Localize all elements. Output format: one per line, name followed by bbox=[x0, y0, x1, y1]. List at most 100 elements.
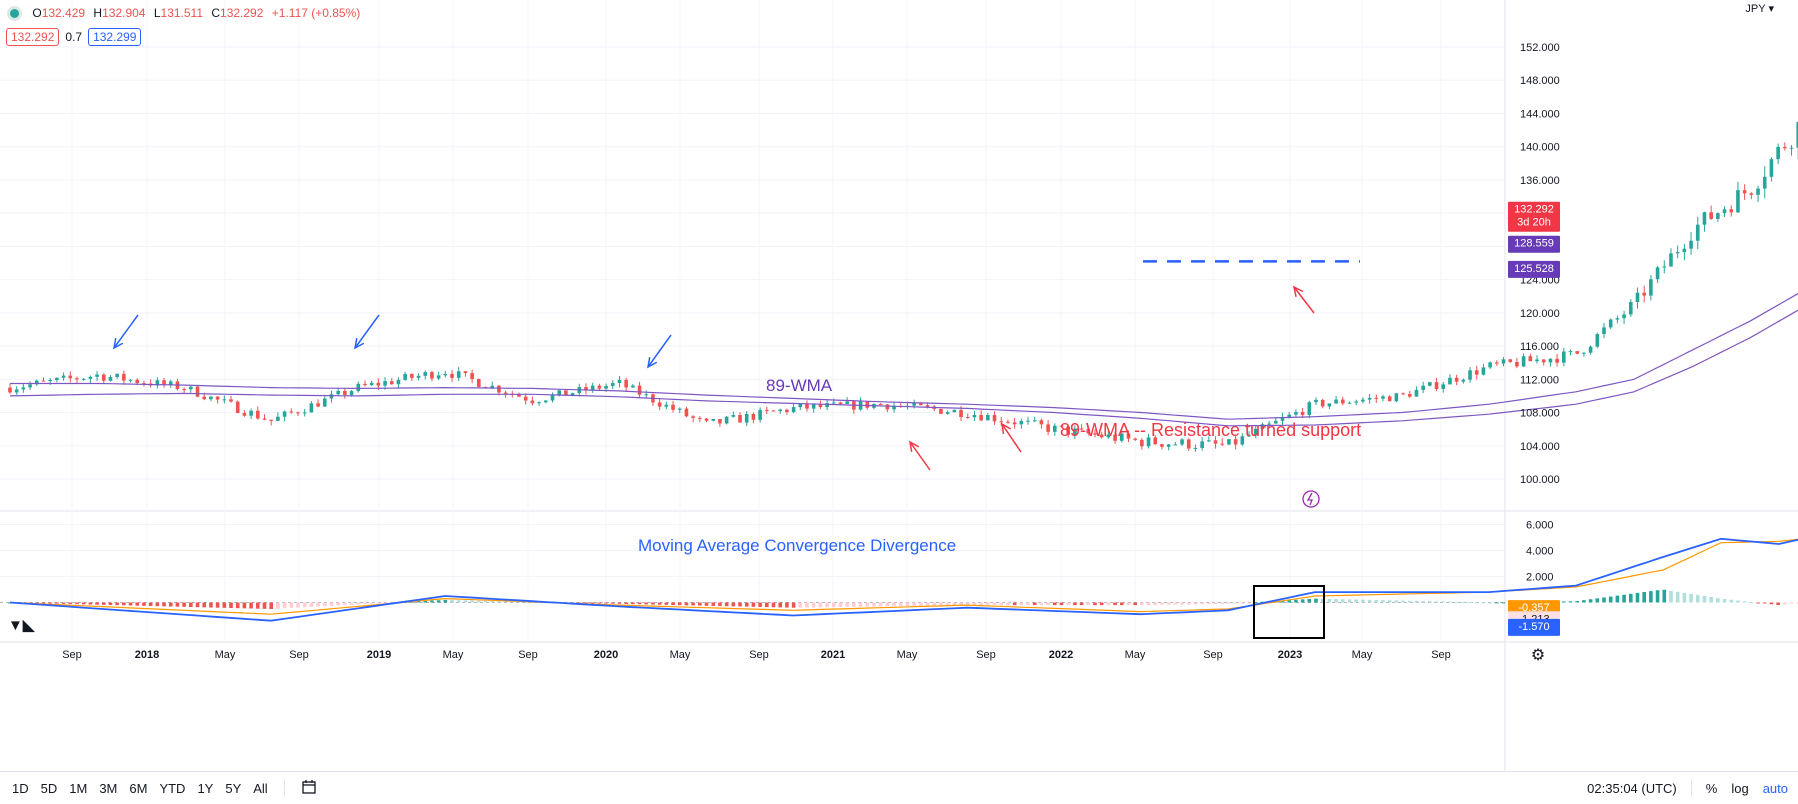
range-button[interactable]: 3M bbox=[99, 780, 118, 796]
wma-slow-price-label: 125.528 bbox=[1514, 263, 1554, 275]
candle-body bbox=[597, 385, 602, 389]
macd-histogram-bar bbox=[1032, 602, 1037, 606]
macd-histogram-bar bbox=[798, 602, 803, 608]
range-button[interactable]: 1M bbox=[69, 780, 88, 796]
candle-body bbox=[1401, 393, 1405, 395]
candle-body bbox=[1495, 362, 1499, 364]
sell-price-badge[interactable]: 132.292 bbox=[6, 28, 60, 46]
candle-body bbox=[1468, 370, 1472, 380]
macd-histogram-bar bbox=[1468, 602, 1472, 604]
range-button[interactable]: All bbox=[253, 780, 268, 796]
macd-histogram-bar bbox=[1434, 601, 1439, 603]
candle-body bbox=[1501, 359, 1506, 364]
candle-body bbox=[1207, 440, 1211, 442]
candle-body bbox=[1642, 292, 1646, 296]
time-tick-label: 2023 bbox=[1278, 649, 1302, 661]
candle-body bbox=[751, 413, 756, 420]
macd-histogram-bar bbox=[1649, 591, 1653, 603]
auto-scale-toggle[interactable]: auto bbox=[1762, 780, 1788, 796]
candle-body bbox=[959, 409, 963, 418]
macd-histogram-bar bbox=[1046, 602, 1050, 606]
macd-histogram-bar bbox=[1327, 598, 1332, 603]
price-tick-label: 144.000 bbox=[1520, 108, 1560, 120]
candle-body bbox=[1146, 437, 1151, 447]
percent-toggle[interactable]: % bbox=[1705, 780, 1718, 796]
candle-body bbox=[155, 380, 160, 386]
macd-histogram-bar bbox=[1495, 602, 1499, 604]
candle-body bbox=[711, 419, 716, 421]
candle-body bbox=[88, 376, 93, 379]
candle-body bbox=[778, 409, 783, 412]
candle-body bbox=[1213, 440, 1218, 444]
candle-body bbox=[818, 404, 823, 408]
candle-body bbox=[1053, 425, 1057, 432]
candle-body bbox=[168, 381, 173, 385]
macd-histogram-bar bbox=[1568, 601, 1573, 603]
macd-histogram-bar bbox=[135, 602, 140, 606]
range-button[interactable]: 5D bbox=[40, 780, 58, 796]
candle-body bbox=[1133, 438, 1137, 440]
range-button[interactable]: 1Y bbox=[197, 780, 214, 796]
macd-histogram-bar bbox=[115, 602, 119, 606]
macd-histogram-bar bbox=[1762, 602, 1767, 604]
macd-histogram-bar bbox=[276, 602, 280, 609]
candle-body bbox=[811, 404, 816, 409]
candle-body bbox=[1294, 412, 1298, 415]
candle-body bbox=[965, 417, 970, 419]
macd-histogram-bar bbox=[1173, 602, 1178, 605]
candle-body bbox=[1026, 420, 1030, 422]
macd-histogram-bar bbox=[1615, 595, 1620, 603]
candle-body bbox=[1421, 385, 1425, 390]
candle-body bbox=[477, 379, 481, 387]
macd-line bbox=[9, 537, 1798, 622]
candle-body bbox=[41, 380, 46, 382]
candle-body bbox=[1742, 190, 1747, 194]
macd-histogram-bar bbox=[517, 601, 521, 603]
macd-histogram-bar bbox=[235, 602, 240, 609]
candle-body bbox=[202, 396, 207, 400]
spread-value: 0.7 bbox=[65, 30, 83, 44]
candle-body bbox=[765, 409, 769, 411]
macd-histogram-bar bbox=[162, 602, 166, 607]
candle-body bbox=[1381, 396, 1385, 399]
chart-canvas[interactable]: 152.000148.000144.000140.000136.000132.0… bbox=[0, 0, 1798, 771]
red-arrow bbox=[1293, 286, 1315, 314]
range-button[interactable]: 5Y bbox=[225, 780, 242, 796]
macd-histogram-bar bbox=[1421, 601, 1425, 603]
macd-histogram-bar bbox=[1126, 602, 1131, 606]
ohlc-low: 131.511 bbox=[160, 6, 204, 20]
candle-body bbox=[1669, 253, 1673, 267]
macd-histogram-bar bbox=[1113, 602, 1117, 606]
candle-body bbox=[1186, 439, 1191, 449]
log-toggle[interactable]: log bbox=[1731, 780, 1749, 796]
macd-histogram-bar bbox=[309, 602, 314, 607]
price-tick-label: 104.000 bbox=[1520, 441, 1560, 453]
candle-body bbox=[48, 380, 52, 382]
red-arrow-head bbox=[908, 440, 920, 452]
wma-fast-price-label-bg bbox=[1508, 235, 1560, 253]
buy-price-badge[interactable]: 132.299 bbox=[88, 28, 142, 46]
market-status-icon bbox=[10, 9, 19, 18]
time-tick-label: May bbox=[215, 649, 236, 661]
currency-selector[interactable]: JPY ▾ bbox=[1745, 2, 1774, 15]
candle-body bbox=[744, 413, 749, 423]
candle-body bbox=[309, 403, 314, 413]
macd-histogram-bar bbox=[939, 602, 943, 606]
date-range-icon[interactable] bbox=[295, 779, 323, 798]
wma-slow-price-label-bg bbox=[1508, 260, 1560, 278]
range-button[interactable]: 6M bbox=[129, 780, 148, 796]
range-button[interactable]: YTD bbox=[159, 780, 186, 796]
time-tick-label: May bbox=[1352, 649, 1373, 661]
logo-icon: ▼◣ bbox=[8, 617, 36, 634]
candle-body bbox=[631, 385, 635, 388]
macd-histogram-bar bbox=[1595, 598, 1600, 603]
time-tick-label: Sep bbox=[518, 649, 538, 661]
macd-histogram-bar bbox=[1401, 600, 1405, 603]
macd-histogram-bar bbox=[644, 602, 649, 605]
candle-body bbox=[14, 389, 19, 393]
candle-body bbox=[1347, 402, 1352, 404]
utc-clock[interactable]: 02:35:04 (UTC) bbox=[1587, 780, 1677, 796]
candle-body bbox=[1628, 302, 1633, 315]
range-button[interactable]: 1D bbox=[12, 780, 29, 796]
candle-body bbox=[604, 385, 608, 389]
